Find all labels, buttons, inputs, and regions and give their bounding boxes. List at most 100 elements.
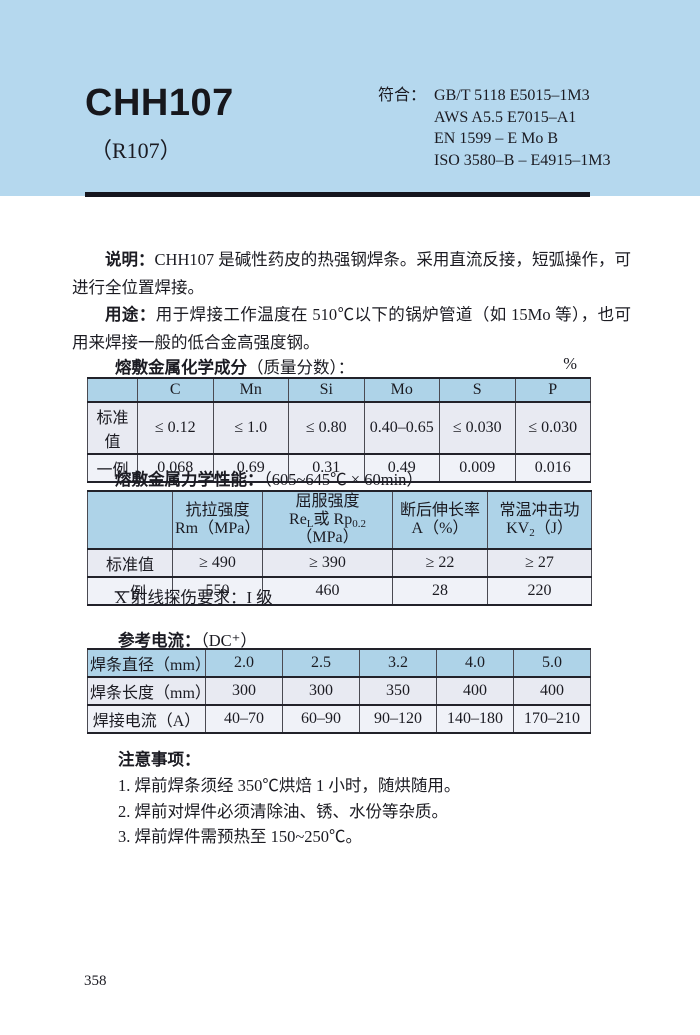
chem-value: 0.016: [514, 453, 591, 483]
chem-value: ≤ 0.80: [288, 401, 365, 455]
current-value: 3.2: [359, 648, 437, 678]
standard-item: GB/T 5118 E5015–1M3: [434, 87, 590, 104]
mech-header-impact: 常温冲击功 KV2（J）: [487, 490, 592, 550]
note-item: 2. 焊前对焊件必须清除油、锈、水份等杂质。: [118, 801, 448, 821]
current-value: 300: [205, 676, 283, 706]
notes-list: 1. 焊前焊条须经 350℃烘焙 1 小时，随烘随用。 2. 焊前对焊件必须清除…: [118, 773, 460, 850]
chem-header-cell: Si: [288, 377, 365, 403]
current-table: 焊条直径（mm） 2.0 2.5 3.2 4.0 5.0 焊条长度（mm） 30…: [87, 648, 591, 734]
usage-paragraph: 用途：用于焊接工作温度在 510℃以下的锅炉管道（如 15Mo 等），也可用来焊…: [72, 301, 631, 356]
chem-title-label: 熔敷金属化学成分: [115, 359, 247, 377]
current-value: 4.0: [436, 648, 514, 678]
chem-title-paren: （质量分数）：: [247, 358, 355, 377]
row-label: 焊接电流（A）: [87, 704, 206, 734]
current-length-row: 焊条长度（mm） 300 300 350 400 400: [87, 676, 591, 706]
row-label: 一例: [87, 453, 138, 483]
row-label: 焊条长度（mm）: [87, 676, 211, 706]
xray-requirement: X 射线探伤要求：I 级: [115, 588, 273, 607]
mech-table: 抗拉强度 Rm（MPa） 屈服强度 ReL或 Rp0.2（MPa） 断后伸长率 …: [87, 490, 592, 606]
chem-header-row: C Mn Si Mo S P: [87, 377, 591, 403]
notes-block: 注意事项： 1. 焊前焊条须经 350℃烘焙 1 小时，随烘随用。 2. 焊前对…: [118, 746, 460, 850]
chem-header-empty: [87, 377, 138, 403]
page-number: 358: [84, 973, 107, 989]
mech-value: ≥ 27: [487, 548, 592, 578]
current-title-condition: （DC⁺）: [200, 631, 257, 650]
current-value: 40–70: [205, 704, 283, 734]
mech-value: ≥ 22: [392, 548, 488, 578]
mech-example-row: 一例 550 460 28 220: [87, 576, 592, 606]
mech-value: ≥ 490: [172, 548, 263, 578]
current-value: 170–210: [513, 704, 591, 734]
current-diameter-row: 焊条直径（mm） 2.0 2.5 3.2 4.0 5.0: [87, 648, 591, 678]
description-text: CHH107 是碱性药皮的热强钢焊条。采用直流反接，短弧操作，可进行全位置焊接。: [72, 250, 631, 297]
mech-standard-row: 标准值 ≥ 490 ≥ 390 ≥ 22 ≥ 27: [87, 548, 592, 578]
current-section-title: 参考电流：（DC⁺）: [118, 627, 257, 651]
chem-header-cell: Mo: [363, 377, 440, 403]
current-value: 5.0: [513, 648, 591, 678]
standard-item: ISO 3580–B – E4915–1M3: [434, 151, 611, 169]
current-value: 60–90: [282, 704, 360, 734]
chem-value: 0.40–0.65: [363, 401, 440, 455]
chem-section-title: 熔敷金属化学成分（质量分数）： %: [115, 354, 577, 378]
standards-block: 符合： GB/T 5118 E5015–1M3 AWS A5.5 E7015–A…: [378, 85, 610, 171]
chem-value: 0.009: [439, 453, 516, 483]
divider-rule: [85, 192, 590, 197]
mech-title-condition: （605~645℃ × 60min）: [263, 470, 423, 489]
mech-header-yield: 屈服强度 ReL或 Rp0.2（MPa）: [262, 490, 393, 550]
chem-value: 0.068: [137, 453, 214, 483]
standard-item: EN 1599 – E Mo B: [434, 130, 559, 147]
chem-value: 0.69: [212, 453, 289, 483]
mech-value: 550: [172, 576, 263, 606]
chem-value: ≤ 0.030: [514, 401, 591, 455]
description-paragraph: 说明：CHH107 是碱性药皮的热强钢焊条。采用直流反接，短弧操作，可进行全位置…: [72, 246, 631, 301]
chem-value: ≤ 1.0: [212, 401, 289, 455]
chem-header-cell: C: [137, 377, 214, 403]
current-amp-row: 焊接电流（A） 40–70 60–90 90–120 140–180 170–2…: [87, 704, 591, 734]
row-label: 一例: [87, 576, 173, 606]
chem-value: ≤ 0.12: [137, 401, 214, 455]
current-value: 2.5: [282, 648, 360, 678]
usage-text: 用于焊接工作温度在 510℃以下的锅炉管道（如 15Mo 等），也可用来焊接一般…: [72, 305, 632, 352]
chem-value: 0.31: [288, 453, 365, 483]
chem-header-cell: S: [439, 377, 516, 403]
mech-header-empty: [87, 490, 173, 550]
percent-unit: %: [563, 354, 577, 373]
notes-title: 注意事项：: [118, 751, 201, 769]
mech-header-tensile: 抗拉强度 Rm（MPa）: [172, 490, 263, 550]
chem-value: ≤ 0.030: [439, 401, 516, 455]
mech-header-row: 抗拉强度 Rm（MPa） 屈服强度 ReL或 Rp0.2（MPa） 断后伸长率 …: [87, 490, 592, 550]
mech-value: 460: [262, 576, 393, 606]
description-label: 说明：: [105, 251, 155, 269]
current-value: 2.0: [205, 648, 283, 678]
current-value: 400: [436, 676, 514, 706]
product-alias: （R107）: [90, 138, 182, 163]
header-band: CHH107 （R107） 符合： GB/T 5118 E5015–1M3 AW…: [0, 0, 700, 196]
current-title-label: 参考电流：: [118, 632, 201, 650]
conform-label: 符合：: [378, 87, 427, 104]
note-item: 1. 焊前焊条须经 350℃烘焙 1 小时，随烘随用。: [118, 776, 461, 795]
row-label: 标准值: [87, 548, 173, 578]
current-value: 90–120: [359, 704, 437, 734]
chem-example-row: 一例 0.068 0.69 0.31 0.49 0.009 0.016: [87, 453, 591, 483]
usage-label: 用途：: [105, 306, 156, 324]
intro-block: 说明：CHH107 是碱性药皮的热强钢焊条。采用直流反接，短弧操作，可进行全位置…: [72, 246, 631, 356]
row-label: 焊条直径（mm）: [87, 648, 211, 678]
mech-value: ≥ 390: [262, 548, 393, 578]
current-value: 350: [359, 676, 437, 706]
chem-header-cell: P: [514, 377, 591, 403]
mech-title-label: 熔敷金属力学性能：: [115, 471, 264, 489]
mech-section-title: 熔敷金属力学性能：（605~645℃ × 60min）: [115, 466, 423, 490]
mech-value: 220: [487, 576, 592, 606]
product-model: CHH107: [85, 82, 234, 124]
chem-header-cell: Mn: [212, 377, 289, 403]
chem-standard-row: 标准值 ≤ 0.12 ≤ 1.0 ≤ 0.80 0.40–0.65 ≤ 0.03…: [87, 401, 591, 455]
chem-table: C Mn Si Mo S P 标准值 ≤ 0.12 ≤ 1.0 ≤ 0.80 0…: [87, 377, 591, 483]
current-value: 300: [282, 676, 360, 706]
mech-value: 28: [392, 576, 488, 606]
current-value: 400: [513, 676, 591, 706]
mech-header-elongation: 断后伸长率 A（%）: [392, 490, 488, 550]
standard-item: AWS A5.5 E7015–A1: [434, 108, 577, 126]
row-label: 标准值: [87, 401, 138, 455]
standards-list: GB/T 5118 E5015–1M3 AWS A5.5 E7015–A1 EN…: [434, 85, 610, 171]
